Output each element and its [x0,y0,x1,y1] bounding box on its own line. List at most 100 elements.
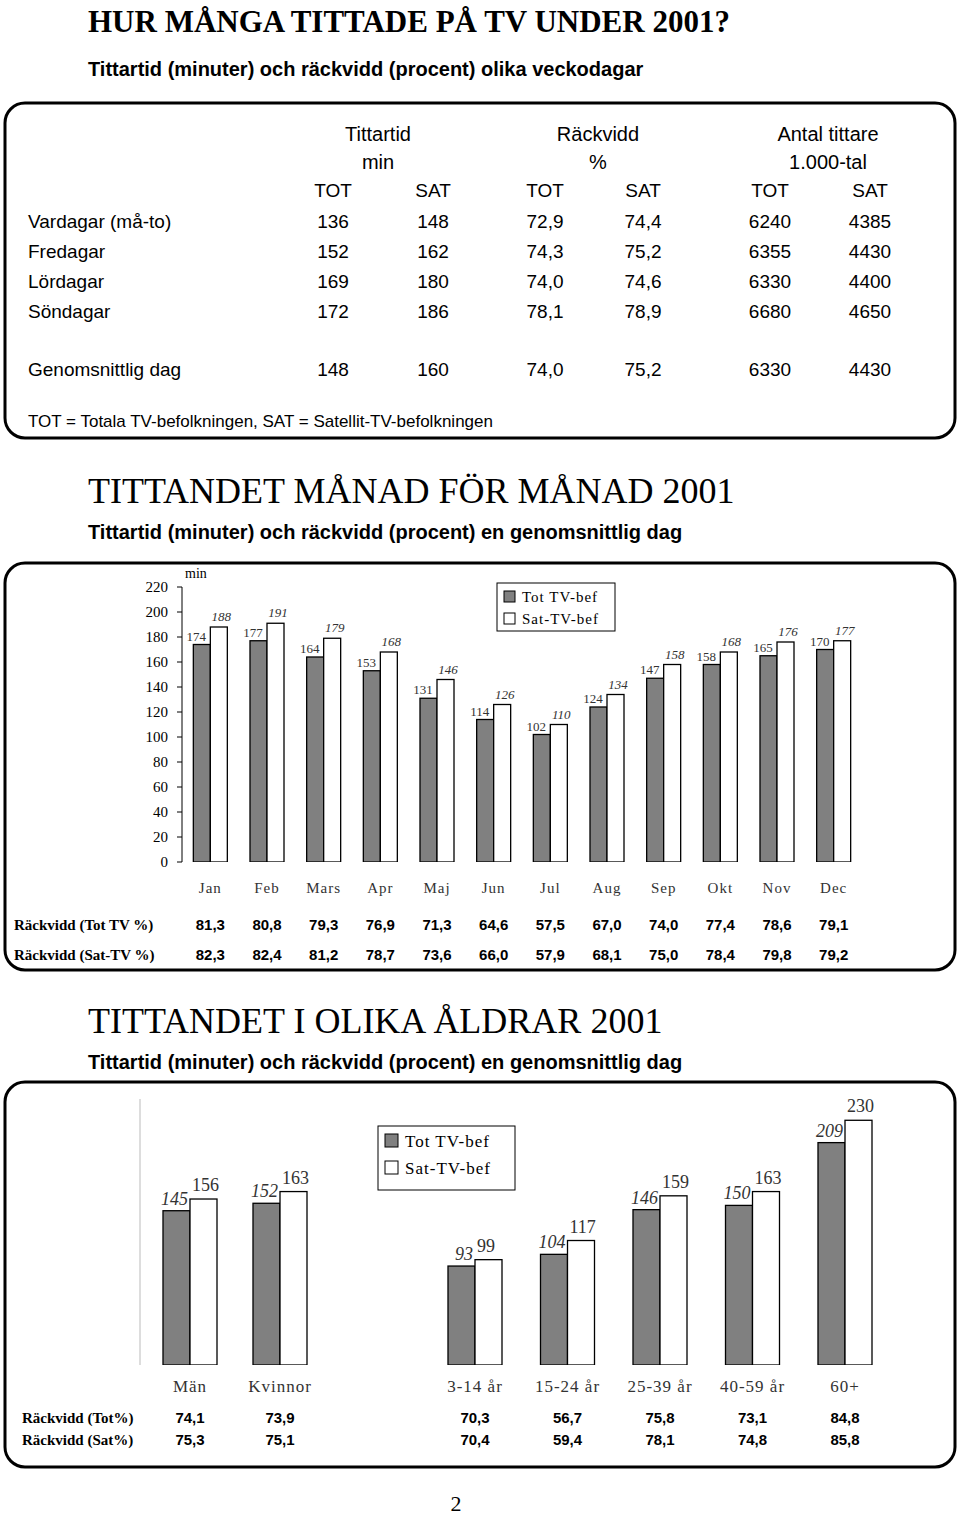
table-cell: 75,2 [625,359,662,380]
reach-value: 56,7 [553,1409,582,1426]
data-label: 114 [470,704,490,719]
table-cell: 78,9 [625,301,662,322]
reach-value: 84,8 [830,1409,859,1426]
table-group-header: Antal tittare [777,123,878,145]
reach-value: 70,3 [460,1409,489,1426]
reach-value: 57,5 [536,916,565,933]
x-tick-label: Nov [763,880,792,896]
legend-swatch [385,1161,398,1174]
data-label: 146 [631,1188,658,1208]
bar [437,680,454,863]
reach-value: 75,1 [265,1431,294,1448]
data-label: 134 [608,677,628,692]
reach-value: 81,3 [196,916,225,933]
reach-value: 78,4 [706,946,736,963]
chart-frame [5,563,955,970]
x-tick-label: Jun [482,880,506,896]
reach-value: 70,4 [460,1431,490,1448]
reach-value: 82,3 [196,946,225,963]
data-label: 147 [640,662,660,677]
table-cell: 4430 [849,359,891,380]
page-number: 2 [451,1491,462,1516]
data-label: 152 [251,1181,278,1201]
table-column-header: SAT [625,180,661,201]
bar [647,678,664,862]
legend-frame [378,1126,515,1190]
data-label: 124 [583,691,603,706]
y-tick-label: 40 [153,804,168,820]
x-tick-label: 25-39 år [627,1377,692,1396]
reach-label: Räckvidd (Sat%) [22,1432,133,1449]
table-cell: 6330 [749,359,791,380]
y-tick [177,612,182,613]
table-row-label: Fredagar [28,241,106,262]
reach-value: 68,1 [592,946,621,963]
reach-value: 71,3 [422,916,451,933]
y-tick-label: 80 [153,754,168,770]
y-axis-line [140,1099,141,1365]
table-cell: 75,2 [625,241,662,262]
reach-value: 79,3 [309,916,338,933]
table-cell: 148 [317,359,349,380]
table-cell: 4430 [849,241,891,262]
reach-value: 75,3 [175,1431,204,1448]
reach-value: 74,8 [738,1431,767,1448]
data-label: 188 [212,609,232,624]
bar [163,1211,190,1365]
bar [660,1196,687,1365]
table-cell: 180 [417,271,449,292]
data-label: 163 [282,1168,309,1188]
data-label: 153 [357,655,377,670]
y-tick [177,662,182,663]
x-tick-label: Apr [367,880,393,896]
data-label: 110 [552,707,571,722]
table-cell: 160 [417,359,449,380]
table-group-header: % [589,151,607,173]
reach-value: 73,1 [738,1409,767,1426]
data-label: 131 [413,682,433,697]
reach-value: 81,2 [309,946,338,963]
reach-value: 77,4 [706,916,736,933]
table-column-header: TOT [314,180,352,201]
table-row-label: Genomsnittlig dag [28,359,181,380]
data-label: 191 [268,605,288,620]
table-cell: 186 [417,301,449,322]
reach-value: 59,4 [553,1431,583,1448]
legend-label: Tot TV-bef [405,1132,490,1151]
table-cell: 162 [417,241,449,262]
reach-value: 67,0 [592,916,621,933]
bar [726,1205,753,1365]
bar [210,627,227,862]
bar [448,1266,475,1365]
reach-value: 78,7 [366,946,395,963]
table-cell: 6240 [749,211,791,232]
x-tick-label: Maj [423,880,450,896]
y-tick-label: 220 [146,579,169,595]
reach-value: 75,0 [649,946,678,963]
table-column-header: TOT [751,180,789,201]
data-label: 104 [539,1232,566,1252]
bar [753,1192,780,1365]
page-title: HUR MÅNGA TITTADE PÅ TV UNDER 2001? [88,4,730,39]
y-tick [177,837,182,838]
chart-subtitle: Tittartid (minuter) och räckvidd (procen… [88,1051,682,1073]
y-tick [177,787,182,788]
data-label: 174 [187,629,207,644]
x-tick-label: 15-24 år [535,1377,600,1396]
data-label: 150 [724,1183,751,1203]
bar [760,656,777,862]
y-tick-label: 60 [153,779,168,795]
table-cell: 6680 [749,301,791,322]
bar [550,725,567,863]
x-tick-label: Kvinnor [248,1377,312,1396]
data-label: 145 [161,1189,188,1209]
y-tick-label: 160 [146,654,169,670]
y-tick-label: 180 [146,629,169,645]
reach-value: 79,8 [762,946,791,963]
bar [253,1203,280,1365]
data-label: 158 [697,649,717,664]
x-tick-label: Aug [593,880,622,896]
reach-value: 57,9 [536,946,565,963]
data-label: 168 [382,634,402,649]
bar [541,1254,568,1365]
